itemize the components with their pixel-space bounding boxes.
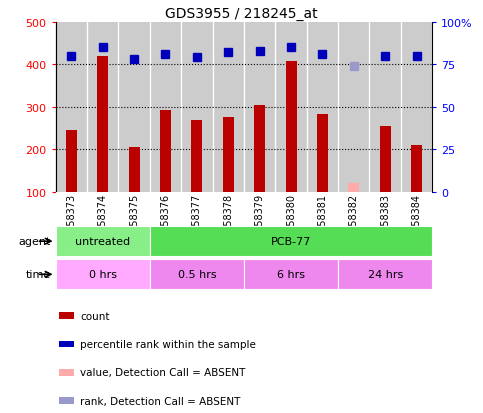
Text: GSM158375: GSM158375: [129, 194, 139, 253]
Bar: [66, 131, 77, 192]
Bar: [411, 145, 422, 192]
Bar: [285, 62, 297, 192]
Bar: [128, 147, 140, 192]
Text: GSM158384: GSM158384: [412, 194, 422, 253]
Text: 0 hrs: 0 hrs: [89, 270, 116, 280]
Bar: [59, 369, 74, 376]
Bar: [160, 111, 171, 192]
Bar: [56, 227, 150, 256]
Text: GSM158382: GSM158382: [349, 194, 359, 253]
Bar: [338, 260, 432, 290]
Bar: [380, 126, 391, 192]
Bar: [56, 260, 150, 290]
Text: GSM158380: GSM158380: [286, 194, 296, 253]
Bar: [150, 227, 432, 256]
Text: time: time: [26, 270, 51, 280]
Text: GSM158381: GSM158381: [317, 194, 327, 253]
Text: GDS3955 / 218245_at: GDS3955 / 218245_at: [165, 7, 318, 21]
Text: GSM158383: GSM158383: [380, 194, 390, 253]
Bar: [254, 105, 265, 192]
Text: agent: agent: [18, 237, 51, 247]
Text: rank, Detection Call = ABSENT: rank, Detection Call = ABSENT: [80, 396, 241, 406]
Bar: [59, 341, 74, 348]
Text: GSM158373: GSM158373: [66, 194, 76, 253]
Bar: [191, 121, 202, 192]
Text: 24 hrs: 24 hrs: [368, 270, 403, 280]
Text: GSM158376: GSM158376: [160, 194, 170, 253]
Text: GSM158377: GSM158377: [192, 194, 202, 253]
Text: GSM158379: GSM158379: [255, 194, 265, 253]
Bar: [244, 260, 338, 290]
Bar: [59, 397, 74, 404]
Bar: [223, 118, 234, 192]
Text: untreated: untreated: [75, 237, 130, 247]
Bar: [348, 183, 359, 192]
Text: PCB-77: PCB-77: [271, 237, 311, 247]
Text: count: count: [80, 311, 110, 321]
Bar: [317, 114, 328, 192]
Bar: [150, 260, 244, 290]
Text: value, Detection Call = ABSENT: value, Detection Call = ABSENT: [80, 368, 245, 377]
Bar: [97, 57, 108, 192]
Text: 0.5 hrs: 0.5 hrs: [178, 270, 216, 280]
Bar: [59, 312, 74, 319]
Text: GSM158378: GSM158378: [223, 194, 233, 253]
Text: percentile rank within the sample: percentile rank within the sample: [80, 339, 256, 349]
Text: GSM158374: GSM158374: [98, 194, 108, 253]
Text: 6 hrs: 6 hrs: [277, 270, 305, 280]
